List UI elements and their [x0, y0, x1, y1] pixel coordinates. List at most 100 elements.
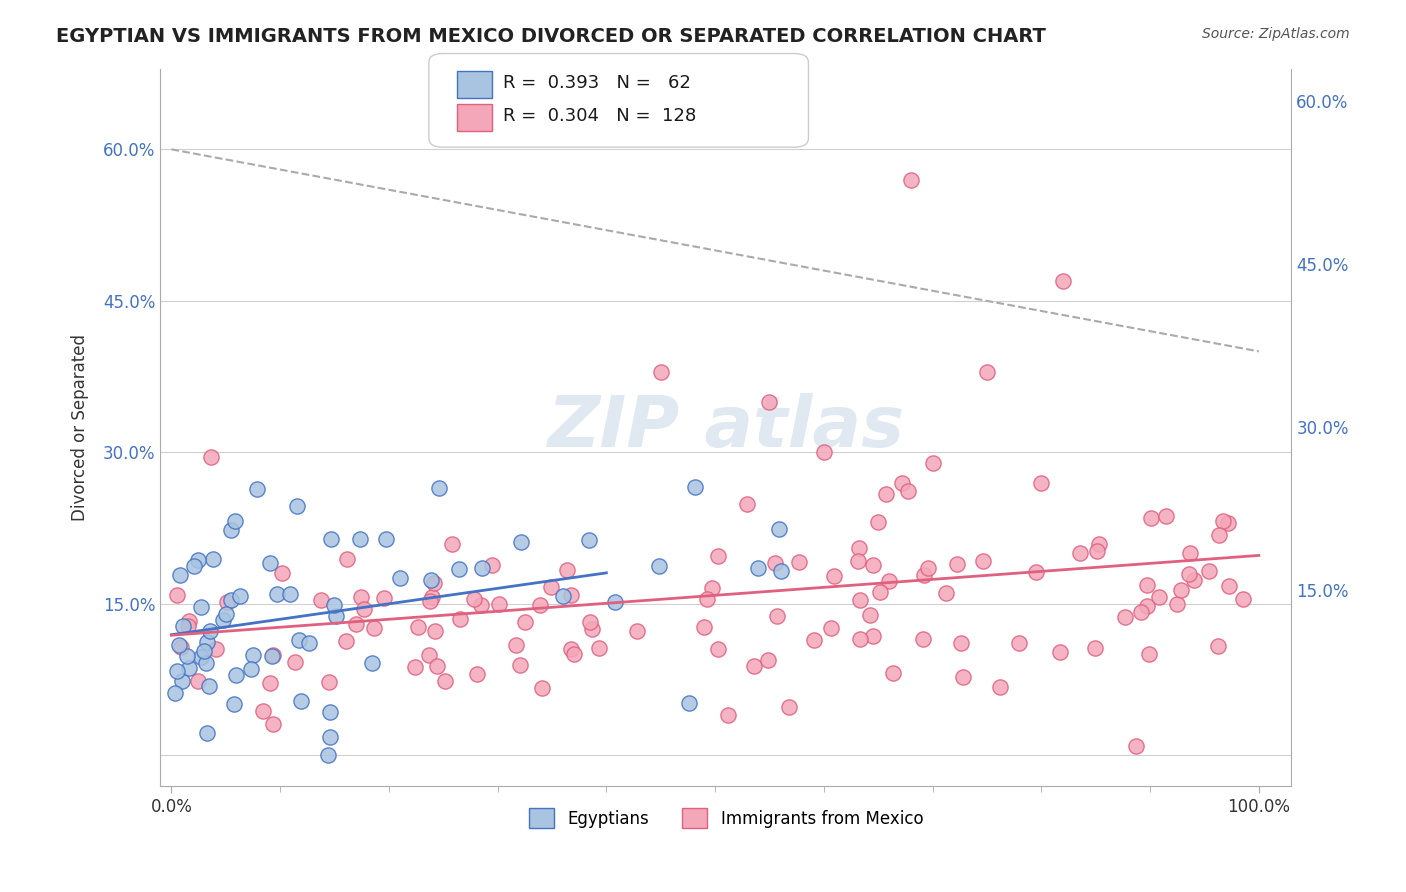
Immigrants from Mexico: [1206, 640, 1229, 654]
Egyptians: [212, 613, 235, 627]
Immigrants from Mexico: [363, 622, 385, 636]
Immigrants from Mexico: [1049, 645, 1071, 659]
Immigrants from Mexico: [1139, 510, 1161, 524]
Egyptians: [769, 564, 792, 578]
Egyptians: [183, 559, 205, 574]
Immigrants from Mexico: [350, 591, 373, 605]
Egyptians: [510, 535, 533, 549]
Immigrants from Mexico: [862, 629, 884, 643]
Immigrants from Mexico: [423, 624, 446, 638]
Egyptians: [285, 499, 308, 513]
Immigrants from Mexico: [897, 484, 920, 499]
Immigrants from Mexico: [270, 566, 292, 581]
Immigrants from Mexico: [900, 172, 922, 186]
Egyptians: [172, 619, 194, 633]
Immigrants from Mexico: [166, 588, 188, 602]
Immigrants from Mexico: [177, 618, 200, 632]
Immigrants from Mexico: [949, 635, 972, 649]
Egyptians: [578, 533, 600, 547]
Egyptians: [321, 532, 343, 546]
Egyptians: [259, 556, 281, 570]
Egyptians: [349, 533, 371, 547]
Egyptians: [215, 607, 238, 622]
Immigrants from Mexico: [952, 670, 974, 684]
Immigrants from Mexico: [465, 666, 488, 681]
Egyptians: [229, 589, 252, 603]
Immigrants from Mexico: [988, 680, 1011, 694]
Egyptians: [176, 649, 198, 664]
Immigrants from Mexico: [335, 634, 357, 648]
Immigrants from Mexico: [1052, 274, 1074, 288]
Immigrants from Mexico: [531, 681, 554, 695]
Egyptians: [179, 661, 201, 675]
Immigrants from Mexico: [787, 555, 810, 569]
Immigrants from Mexico: [481, 558, 503, 572]
Egyptians: [648, 558, 671, 573]
Egyptians: [201, 552, 224, 566]
Text: R =  0.393   N =   62: R = 0.393 N = 62: [503, 74, 692, 92]
Immigrants from Mexico: [419, 593, 441, 607]
Egyptians: [288, 632, 311, 647]
Immigrants from Mexico: [891, 476, 914, 491]
Immigrants from Mexico: [876, 486, 898, 500]
Immigrants from Mexico: [505, 638, 527, 652]
Egyptians: [325, 609, 347, 624]
Egyptians: [242, 648, 264, 663]
Egyptians: [374, 532, 396, 546]
Egyptians: [266, 587, 288, 601]
Egyptians: [420, 573, 443, 587]
Immigrants from Mexico: [418, 648, 440, 662]
Immigrants from Mexico: [946, 558, 969, 572]
Immigrants from Mexico: [1114, 609, 1136, 624]
Egyptians: [768, 522, 790, 536]
Immigrants from Mexico: [440, 537, 463, 551]
Immigrants from Mexico: [1008, 636, 1031, 650]
Text: Source: ZipAtlas.com: Source: ZipAtlas.com: [1202, 27, 1350, 41]
Egyptians: [224, 514, 246, 528]
Immigrants from Mexico: [778, 700, 800, 714]
Immigrants from Mexico: [406, 620, 429, 634]
Immigrants from Mexico: [449, 612, 471, 626]
Immigrants from Mexico: [650, 365, 672, 379]
Text: R =  0.304   N =  128: R = 0.304 N = 128: [503, 107, 696, 125]
Egyptians: [195, 657, 218, 671]
Immigrants from Mexico: [1198, 565, 1220, 579]
Immigrants from Mexico: [560, 641, 582, 656]
Immigrants from Mexico: [187, 673, 209, 688]
Immigrants from Mexico: [463, 592, 485, 607]
Immigrants from Mexico: [846, 553, 869, 567]
Egyptians: [163, 686, 186, 700]
Immigrants from Mexico: [877, 574, 900, 588]
Immigrants from Mexico: [344, 617, 367, 632]
Immigrants from Mexico: [692, 620, 714, 634]
Immigrants from Mexico: [336, 552, 359, 566]
Immigrants from Mexico: [911, 632, 934, 646]
Immigrants from Mexico: [373, 591, 395, 605]
Egyptians: [221, 593, 243, 607]
Egyptians: [190, 600, 212, 615]
Immigrants from Mexico: [1154, 508, 1177, 523]
Immigrants from Mexico: [742, 658, 765, 673]
Immigrants from Mexico: [882, 666, 904, 681]
Immigrants from Mexico: [696, 592, 718, 607]
Egyptians: [319, 730, 342, 744]
Egyptians: [198, 679, 221, 693]
Immigrants from Mexico: [509, 658, 531, 673]
Egyptians: [316, 748, 339, 763]
Immigrants from Mexico: [707, 549, 730, 564]
Immigrants from Mexico: [921, 456, 943, 470]
Egyptians: [195, 635, 218, 649]
Egyptians: [747, 561, 769, 575]
Egyptians: [290, 694, 312, 708]
Egyptians: [246, 482, 269, 496]
Egyptians: [190, 650, 212, 665]
Egyptians: [447, 562, 470, 576]
Immigrants from Mexico: [259, 676, 281, 690]
Text: EGYPTIAN VS IMMIGRANTS FROM MEXICO DIVORCED OR SEPARATED CORRELATION CHART: EGYPTIAN VS IMMIGRANTS FROM MEXICO DIVOR…: [56, 27, 1046, 45]
Egyptians: [225, 668, 247, 682]
Immigrants from Mexico: [803, 632, 825, 647]
Egyptians: [170, 673, 193, 688]
Immigrants from Mexico: [848, 541, 870, 556]
Immigrants from Mexico: [204, 641, 226, 656]
Immigrants from Mexico: [1212, 514, 1234, 528]
